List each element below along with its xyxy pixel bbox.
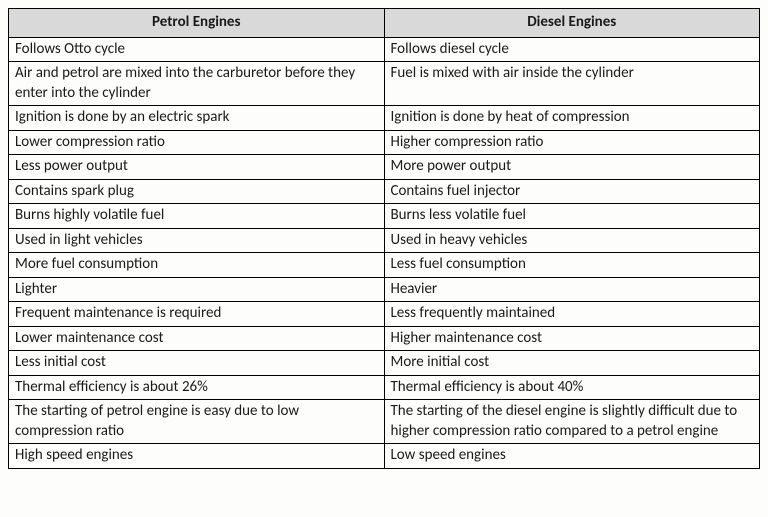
cell-diesel: Contains fuel injector bbox=[384, 179, 760, 204]
table-row: Air and petrol are mixed into the carbur… bbox=[9, 62, 760, 106]
table-row: Less initial costMore initial cost bbox=[9, 351, 760, 376]
table-row: Follows Otto cycleFollows diesel cycle bbox=[9, 37, 760, 62]
cell-petrol: Lower maintenance cost bbox=[9, 326, 385, 351]
cell-petrol: Frequent maintenance is required bbox=[9, 302, 385, 327]
table-row: The starting of petrol engine is easy du… bbox=[9, 400, 760, 444]
table-row: Ignition is done by an electric sparkIgn… bbox=[9, 106, 760, 131]
cell-petrol: The starting of petrol engine is easy du… bbox=[9, 400, 385, 444]
table-row: More fuel consumptionLess fuel consumpti… bbox=[9, 253, 760, 278]
cell-diesel: Less frequently maintained bbox=[384, 302, 760, 327]
table-body: Follows Otto cycleFollows diesel cycle A… bbox=[9, 37, 760, 468]
cell-petrol: High speed engines bbox=[9, 444, 385, 469]
cell-diesel: Higher compression ratio bbox=[384, 130, 760, 155]
cell-diesel: The starting of the diesel engine is sli… bbox=[384, 400, 760, 444]
cell-petrol: Ignition is done by an electric spark bbox=[9, 106, 385, 131]
cell-petrol: Less initial cost bbox=[9, 351, 385, 376]
header-diesel: Diesel Engines bbox=[384, 9, 760, 38]
cell-diesel: Follows diesel cycle bbox=[384, 37, 760, 62]
cell-diesel: Heavier bbox=[384, 277, 760, 302]
cell-petrol: Contains spark plug bbox=[9, 179, 385, 204]
table-row: Thermal efficiency is about 26%Thermal e… bbox=[9, 375, 760, 400]
cell-petrol: Thermal efficiency is about 26% bbox=[9, 375, 385, 400]
cell-diesel: Ignition is done by heat of compression bbox=[384, 106, 760, 131]
cell-petrol: Used in light vehicles bbox=[9, 228, 385, 253]
header-petrol: Petrol Engines bbox=[9, 9, 385, 38]
table-row: Contains spark plugContains fuel injecto… bbox=[9, 179, 760, 204]
cell-diesel: Higher maintenance cost bbox=[384, 326, 760, 351]
cell-diesel: Thermal efficiency is about 40% bbox=[384, 375, 760, 400]
table-row: High speed enginesLow speed engines bbox=[9, 444, 760, 469]
table-row: LighterHeavier bbox=[9, 277, 760, 302]
table-row: Used in light vehiclesUsed in heavy vehi… bbox=[9, 228, 760, 253]
cell-petrol: More fuel consumption bbox=[9, 253, 385, 278]
cell-petrol: Lighter bbox=[9, 277, 385, 302]
table-row: Lower compression ratioHigher compressio… bbox=[9, 130, 760, 155]
table-row: Frequent maintenance is requiredLess fre… bbox=[9, 302, 760, 327]
cell-diesel: Burns less volatile fuel bbox=[384, 204, 760, 229]
table-row: Burns highly volatile fuelBurns less vol… bbox=[9, 204, 760, 229]
cell-diesel: Low speed engines bbox=[384, 444, 760, 469]
table-row: Less power outputMore power output bbox=[9, 155, 760, 180]
cell-diesel: More initial cost bbox=[384, 351, 760, 376]
comparison-table: Petrol Engines Diesel Engines Follows Ot… bbox=[8, 8, 760, 469]
cell-petrol: Burns highly volatile fuel bbox=[9, 204, 385, 229]
cell-petrol: Less power output bbox=[9, 155, 385, 180]
cell-petrol: Lower compression ratio bbox=[9, 130, 385, 155]
table-header-row: Petrol Engines Diesel Engines bbox=[9, 9, 760, 38]
cell-petrol: Air and petrol are mixed into the carbur… bbox=[9, 62, 385, 106]
cell-diesel: Less fuel consumption bbox=[384, 253, 760, 278]
cell-diesel: Used in heavy vehicles bbox=[384, 228, 760, 253]
table-row: Lower maintenance costHigher maintenance… bbox=[9, 326, 760, 351]
cell-diesel: More power output bbox=[384, 155, 760, 180]
cell-petrol: Follows Otto cycle bbox=[9, 37, 385, 62]
cell-diesel: Fuel is mixed with air inside the cylind… bbox=[384, 62, 760, 106]
